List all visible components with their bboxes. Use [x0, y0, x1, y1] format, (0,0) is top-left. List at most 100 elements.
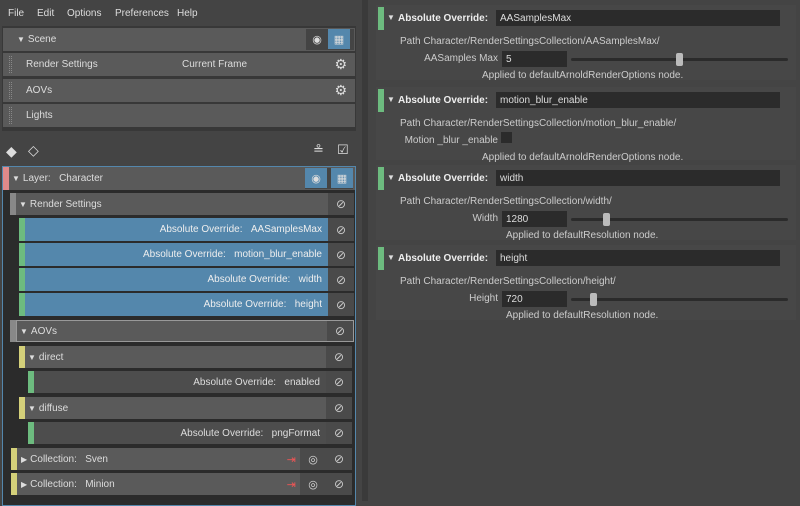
- override-name-field[interactable]: AASamplesMax: [496, 10, 780, 26]
- gear-icon[interactable]: ⚙: [334, 56, 347, 72]
- override-name-field[interactable]: motion_blur_enable: [496, 92, 780, 108]
- override-strip: [378, 7, 384, 30]
- menu-options[interactable]: Options: [67, 8, 102, 19]
- attr-value-input[interactable]: 5: [502, 51, 567, 67]
- attr-value-input[interactable]: 720: [502, 291, 567, 307]
- menu-file[interactable]: File: [8, 8, 25, 19]
- solo-icon[interactable]: ◎: [300, 448, 326, 470]
- scene-item-lights[interactable]: Lights: [3, 104, 355, 127]
- item-label: AOVs: [26, 85, 53, 96]
- attr-value-input[interactable]: 1280: [502, 211, 567, 227]
- override-path: Path Character/RenderSettingsCollection/…: [400, 196, 612, 207]
- disable-icon[interactable]: ⊘: [327, 321, 353, 341]
- tree-diffuse[interactable]: ▼ diffuse ⊘: [25, 397, 352, 419]
- import-icon[interactable]: ◇: [28, 142, 39, 158]
- item-label: Render Settings: [26, 59, 98, 70]
- attr-slider[interactable]: [571, 293, 788, 306]
- collapse-icon[interactable]: ▼: [387, 173, 395, 182]
- layer-header[interactable]: ▼ Layer: Character ◉ ▦: [9, 167, 355, 190]
- disable-icon[interactable]: ⊘: [328, 268, 354, 291]
- menu-edit[interactable]: Edit: [37, 8, 55, 19]
- tree-override-enabled[interactable]: Absolute Override: enabled ⊘: [34, 371, 352, 393]
- scene-item-aovs[interactable]: AOVs ⚙: [3, 79, 355, 102]
- attr-slider[interactable]: [571, 213, 788, 226]
- override-strip: [28, 422, 34, 444]
- disable-icon[interactable]: ⊘: [326, 448, 352, 470]
- solo-icon[interactable]: ◎: [300, 473, 326, 495]
- tree-override-pngformat[interactable]: Absolute Override: pngFormat ⊘: [34, 422, 352, 444]
- collection-name: Sven: [85, 453, 108, 465]
- override-name-field[interactable]: height: [496, 250, 780, 266]
- render-clapper-icon[interactable]: ▦: [331, 168, 353, 188]
- menu-help[interactable]: Help: [177, 8, 198, 19]
- slider-thumb[interactable]: [602, 213, 610, 226]
- layer-prefix: Layer:: [22, 173, 51, 184]
- drag-handle[interactable]: [9, 107, 12, 124]
- collapse-icon[interactable]: ▼: [19, 199, 27, 209]
- layer-name: Character: [59, 173, 103, 184]
- current-frame-label: Current Frame: [182, 59, 248, 70]
- scene-header[interactable]: ▼ Scene ◉ ▦: [3, 28, 355, 51]
- disable-icon[interactable]: ⊘: [326, 422, 352, 444]
- collapse-icon[interactable]: ▼: [17, 35, 25, 44]
- scene-item-render-settings[interactable]: Render Settings Current Frame ⚙: [3, 53, 355, 76]
- collection-strip: [10, 320, 16, 342]
- collection-strip: [11, 473, 17, 495]
- collapse-icon[interactable]: ▼: [387, 13, 395, 22]
- collapse-icon[interactable]: ▼: [20, 326, 28, 336]
- drag-handle[interactable]: [9, 56, 12, 73]
- drag-handle[interactable]: [9, 82, 12, 99]
- attr-slider[interactable]: [571, 53, 788, 66]
- override-prefix: Absolute Override:: [142, 249, 226, 260]
- gear-icon[interactable]: ⚙: [334, 82, 347, 98]
- disable-icon[interactable]: ⊘: [328, 293, 354, 316]
- override-detail-section: ▼ Absolute Override: width Path Characte…: [376, 165, 796, 241]
- visibility-eye-icon[interactable]: ◉: [312, 33, 322, 46]
- tree-override-row[interactable]: Absolute Override: width ⊘: [25, 268, 354, 291]
- menu-preferences[interactable]: Preferences: [115, 8, 169, 19]
- expand-icon[interactable]: ▶: [21, 454, 28, 464]
- override-header-label: Absolute Override:: [398, 95, 489, 106]
- attr-label: AASamples Max: [424, 53, 498, 64]
- collapse-icon[interactable]: ▼: [12, 174, 20, 183]
- slider-thumb[interactable]: [676, 53, 683, 66]
- override-path: Path Character/RenderSettingsCollection/…: [400, 36, 660, 47]
- override-name: enabled: [284, 376, 320, 388]
- disable-icon[interactable]: ⊘: [328, 218, 354, 241]
- override-detail-section: ▼ Absolute Override: AASamplesMax Path C…: [376, 5, 796, 81]
- collapse-icon[interactable]: ▼: [28, 403, 36, 413]
- create-layer-icon[interactable]: ◆: [6, 143, 17, 159]
- attr-checkbox[interactable]: [501, 132, 512, 143]
- collection-prefix: Collection:: [30, 453, 77, 465]
- collection-name: Minion: [85, 478, 115, 490]
- override-strip: [378, 89, 384, 112]
- expand-icon[interactable]: ▶: [21, 479, 28, 489]
- isolate-select-icon[interactable]: ⇥: [286, 453, 296, 466]
- tree-override-row[interactable]: Absolute Override: motion_blur_enable ⊘: [25, 243, 354, 266]
- disable-icon[interactable]: ⊘: [326, 371, 352, 393]
- tree-override-row[interactable]: Absolute Override: height ⊘: [25, 293, 354, 316]
- disable-icon[interactable]: ⊘: [326, 473, 352, 495]
- tree-override-row[interactable]: Absolute Override: AASamplesMax ⊘: [25, 218, 354, 241]
- disable-icon[interactable]: ⊘: [326, 346, 352, 368]
- tree-collection-row[interactable]: ▶ Collection: Sven ⇥ ◎ ⊘: [17, 448, 352, 470]
- collapse-icon[interactable]: ▼: [387, 253, 395, 262]
- approve-list-icon[interactable]: ☑: [337, 142, 349, 157]
- panel-splitter[interactable]: [362, 0, 368, 501]
- tree-aovs[interactable]: ▼ AOVs ⊘: [16, 320, 354, 342]
- slider-thumb[interactable]: [589, 293, 597, 306]
- tree-direct[interactable]: ▼ direct ⊘: [25, 346, 352, 368]
- render-clapper-icon[interactable]: ▦: [328, 29, 350, 49]
- isolate-select-icon[interactable]: ⇥: [286, 478, 296, 491]
- collection-strip: [19, 346, 25, 368]
- override-name-field[interactable]: width: [496, 170, 780, 186]
- disable-icon[interactable]: ⊘: [328, 193, 354, 215]
- disable-icon[interactable]: ⊘: [328, 243, 354, 266]
- tree-collection-row[interactable]: ▶ Collection: Minion ⇥ ◎ ⊘: [17, 473, 352, 495]
- collapse-icon[interactable]: ▼: [28, 352, 36, 362]
- render-setup-icon[interactable]: ≗: [313, 142, 324, 157]
- disable-icon[interactable]: ⊘: [326, 397, 352, 419]
- tree-render-settings[interactable]: ▼ Render Settings ⊘: [16, 193, 354, 215]
- collapse-icon[interactable]: ▼: [387, 95, 395, 104]
- visibility-eye-icon[interactable]: ◉: [305, 168, 327, 188]
